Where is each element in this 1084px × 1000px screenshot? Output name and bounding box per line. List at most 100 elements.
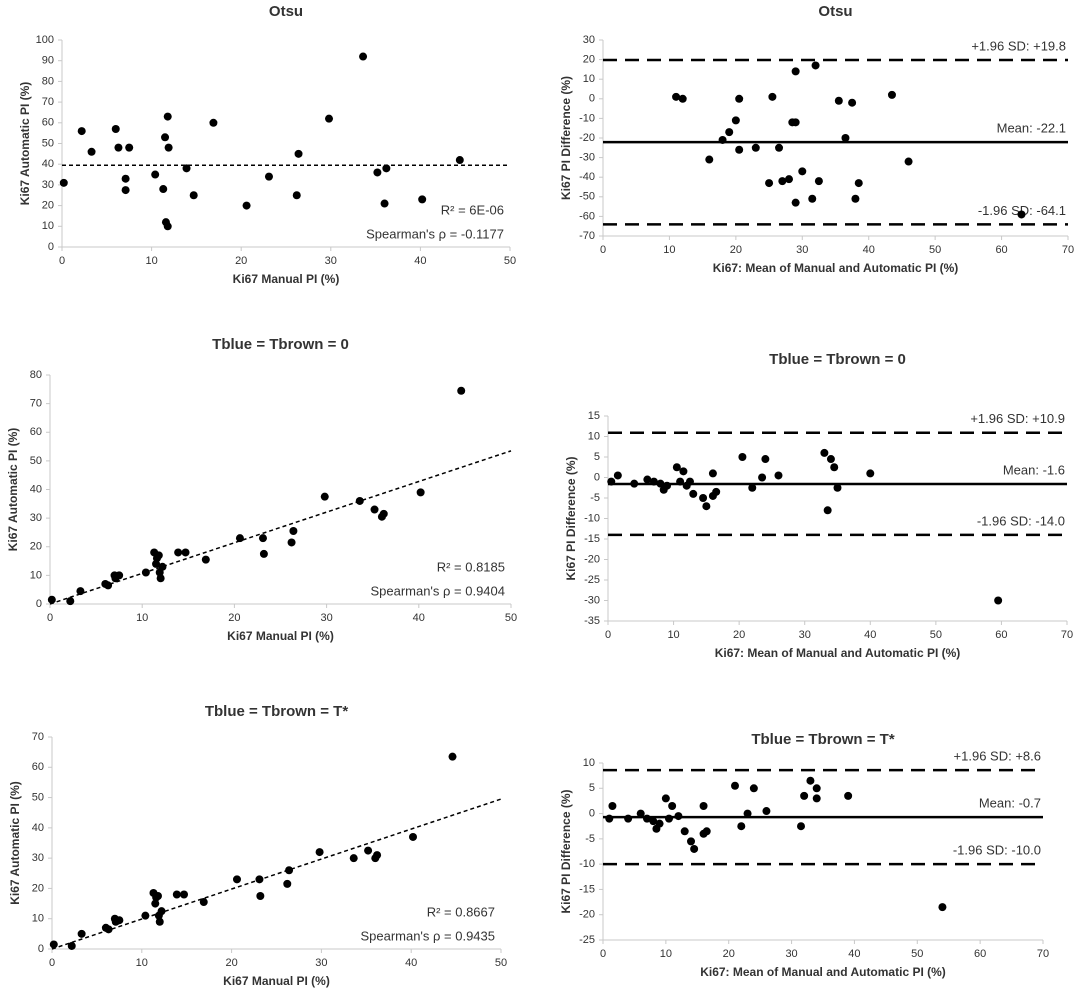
x-axis-label: Ki67: Mean of Manual and Automatic PI (%… bbox=[700, 965, 946, 979]
point bbox=[748, 483, 757, 492]
x-tick-label: 70 bbox=[1037, 948, 1049, 960]
y-tick-label: 20 bbox=[30, 541, 42, 553]
y-tick-label: 60 bbox=[30, 426, 42, 438]
point bbox=[656, 479, 665, 488]
y-tick-label: 0 bbox=[36, 598, 42, 610]
point bbox=[172, 890, 181, 899]
y-tick-label: 10 bbox=[588, 430, 600, 442]
y-tick-label: 100 bbox=[36, 34, 54, 46]
point bbox=[287, 538, 296, 547]
point bbox=[800, 791, 809, 800]
point bbox=[455, 156, 464, 165]
y-tick-label: 0 bbox=[589, 93, 595, 105]
point bbox=[156, 574, 165, 583]
point bbox=[791, 118, 800, 127]
point bbox=[643, 475, 652, 484]
trendline bbox=[51, 798, 502, 950]
point bbox=[938, 903, 947, 912]
y-tick-label: -10 bbox=[579, 112, 595, 124]
y-tick-label: 40 bbox=[30, 483, 42, 495]
point bbox=[49, 940, 58, 949]
point bbox=[806, 776, 815, 785]
point bbox=[761, 455, 770, 464]
y-tick-label: -20 bbox=[584, 553, 600, 565]
point bbox=[315, 848, 324, 857]
y-tick-label: 20 bbox=[583, 54, 595, 66]
point bbox=[180, 890, 189, 899]
point bbox=[153, 892, 162, 900]
point bbox=[811, 61, 820, 70]
point bbox=[158, 562, 167, 571]
point bbox=[416, 488, 425, 497]
point bbox=[77, 929, 86, 938]
point bbox=[826, 455, 835, 464]
point bbox=[292, 191, 301, 200]
point bbox=[690, 844, 699, 853]
point bbox=[791, 198, 800, 207]
point bbox=[125, 143, 134, 152]
point bbox=[242, 201, 251, 210]
point bbox=[791, 67, 800, 76]
point bbox=[678, 94, 687, 103]
point bbox=[731, 116, 740, 125]
point bbox=[820, 448, 829, 457]
point bbox=[687, 837, 695, 846]
y-axis-label: Ki67 Automatic PI (%) bbox=[6, 428, 20, 552]
panel: Tblue = Tbrown = T* 0 10 20 30 40 50 60 70 0 10 20 3… bbox=[8, 703, 507, 988]
point bbox=[768, 92, 777, 101]
point bbox=[155, 917, 164, 926]
x-tick-label: 40 bbox=[848, 948, 860, 960]
annotation: Spearman's ρ = 0.9404 bbox=[370, 583, 505, 598]
x-tick-label: 30 bbox=[796, 244, 808, 256]
point bbox=[661, 794, 670, 803]
panel: Tblue = Tbrown = T* -25 -20 -15 -10 -5 0 5 10 0 10… bbox=[559, 731, 1049, 979]
reference-label: -1.96 SD: -64.1 bbox=[978, 203, 1066, 218]
point bbox=[679, 467, 688, 476]
point bbox=[672, 463, 681, 472]
point bbox=[157, 907, 166, 916]
y-tick-label: -30 bbox=[579, 152, 595, 164]
point bbox=[320, 492, 329, 501]
x-tick-label: 30 bbox=[315, 957, 327, 969]
y-tick-label: -20 bbox=[579, 909, 595, 921]
point bbox=[735, 94, 744, 103]
point bbox=[255, 875, 264, 884]
point bbox=[258, 534, 267, 543]
y-tick-label: 10 bbox=[30, 569, 42, 581]
y-tick-label: 30 bbox=[32, 852, 44, 864]
y-tick-label: 40 bbox=[42, 158, 54, 170]
point bbox=[289, 527, 298, 536]
y-tick-label: 20 bbox=[32, 882, 44, 894]
point bbox=[798, 167, 807, 176]
x-tick-label: 0 bbox=[59, 255, 65, 267]
point bbox=[649, 477, 658, 486]
point bbox=[702, 502, 711, 511]
x-tick-label: 40 bbox=[863, 244, 875, 256]
y-axis-label: Ki67 Automatic PI (%) bbox=[18, 82, 32, 206]
chart-title: Tblue = Tbrown = T* bbox=[205, 703, 349, 720]
point bbox=[854, 179, 863, 188]
y-axis-label: Ki67 PI Difference (%) bbox=[564, 456, 578, 580]
point bbox=[749, 784, 758, 793]
x-tick-label: 50 bbox=[929, 244, 941, 256]
x-tick-label: 10 bbox=[136, 612, 148, 624]
point bbox=[448, 752, 457, 761]
y-tick-label: 0 bbox=[48, 241, 54, 253]
point bbox=[189, 191, 198, 200]
y-tick-label: -5 bbox=[590, 492, 600, 504]
y-tick-label: 80 bbox=[42, 75, 54, 87]
y-tick-label: 60 bbox=[42, 117, 54, 129]
y-tick-label: 0 bbox=[38, 943, 44, 955]
chart-title: Tblue = Tbrown = T* bbox=[751, 731, 895, 748]
point bbox=[325, 114, 334, 123]
point bbox=[201, 555, 210, 564]
point bbox=[841, 134, 850, 142]
point bbox=[264, 172, 273, 181]
point bbox=[663, 481, 672, 490]
y-tick-label: 0 bbox=[594, 471, 600, 483]
point bbox=[114, 143, 123, 152]
y-tick-label: -15 bbox=[584, 533, 600, 545]
point bbox=[725, 128, 734, 137]
x-tick-label: 20 bbox=[235, 255, 247, 267]
